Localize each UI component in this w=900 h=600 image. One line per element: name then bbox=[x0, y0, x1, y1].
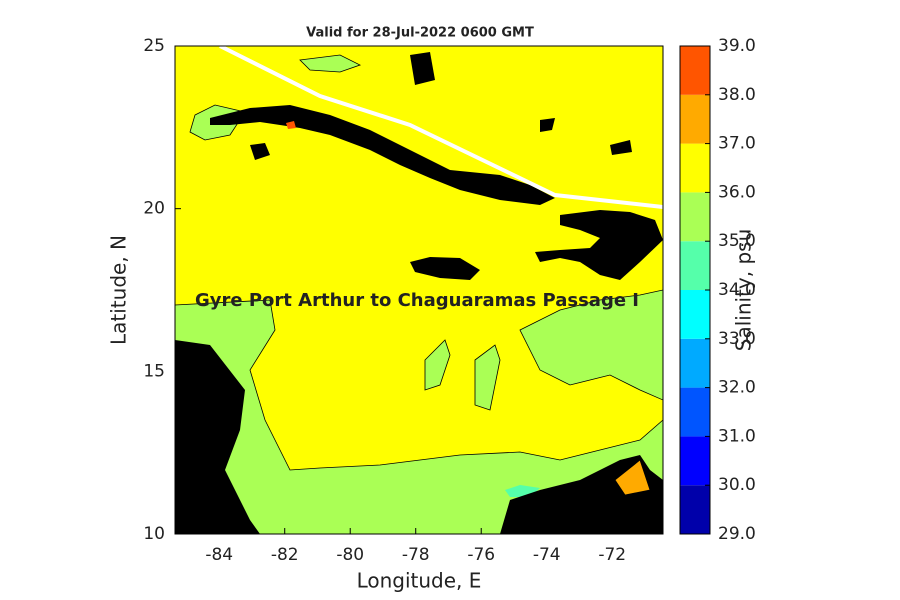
plot-frame bbox=[174, 45, 664, 535]
salinity-region bbox=[614, 459, 651, 496]
salinity-region bbox=[424, 339, 451, 391]
chart-title: Valid for 28-Jul-2022 0600 GMT bbox=[306, 26, 534, 41]
x-tick-label: -80 bbox=[336, 545, 364, 565]
salinity-region bbox=[519, 289, 663, 401]
salinity-region bbox=[175, 299, 663, 534]
land bbox=[210, 105, 555, 205]
land bbox=[175, 340, 260, 534]
x-axis-label: Longitude, E bbox=[357, 569, 482, 593]
colorbar-level bbox=[680, 241, 710, 290]
colorbar-level bbox=[680, 436, 710, 486]
x-tick-label: -78 bbox=[402, 545, 430, 565]
colorbar-tick-label: 36.0 bbox=[718, 182, 756, 202]
colorbar-tick-label: 38.0 bbox=[718, 85, 756, 105]
y-tick-label: 15 bbox=[143, 361, 165, 381]
y-axis-label: Latitude, N bbox=[107, 235, 131, 345]
land bbox=[610, 140, 632, 155]
salinity-region bbox=[286, 121, 296, 129]
colorbar-level bbox=[680, 485, 710, 534]
colorbar-tick-label: 29.0 bbox=[718, 524, 756, 544]
land bbox=[540, 118, 555, 132]
colorbar-tick-label: 31.0 bbox=[718, 426, 756, 446]
colorbar-tick-label: 30.0 bbox=[718, 475, 756, 495]
x-tick-label: -74 bbox=[533, 545, 561, 565]
colorbar-level bbox=[680, 94, 710, 144]
colorbar-tick-label: 35.0 bbox=[718, 231, 756, 251]
land bbox=[535, 210, 663, 280]
colorbar-tick-label: 39.0 bbox=[718, 36, 756, 56]
colorbar-label: Salinity, psu bbox=[732, 229, 756, 351]
colorbar-level bbox=[680, 338, 710, 388]
land bbox=[250, 143, 270, 160]
y-tick-label: 25 bbox=[143, 36, 165, 56]
colorbar-tick-label: 33.0 bbox=[718, 329, 756, 349]
colorbar-level bbox=[680, 387, 710, 437]
y-tick-label: 10 bbox=[143, 524, 165, 544]
colorbar-tick-label: 32.0 bbox=[718, 378, 756, 398]
x-tick-label: -72 bbox=[598, 545, 626, 565]
colorbar-level bbox=[680, 192, 710, 242]
y-tick-label: 20 bbox=[143, 199, 165, 219]
salinity-region bbox=[299, 54, 362, 73]
land bbox=[410, 52, 435, 85]
colorbar-level bbox=[680, 290, 710, 339]
colorbar-tick-label: 34.0 bbox=[718, 280, 756, 300]
annotation: Gyre Port Arthur to Chaguaramas Passage … bbox=[195, 290, 639, 311]
colorbar-level bbox=[680, 46, 710, 95]
x-tick-label: -76 bbox=[467, 545, 495, 565]
salinity-region bbox=[474, 344, 501, 411]
map bbox=[175, 46, 663, 534]
colorbar-tick-label: 37.0 bbox=[718, 134, 756, 154]
x-tick-label: -82 bbox=[271, 545, 299, 565]
x-tick-label: -84 bbox=[205, 545, 233, 565]
colorbar-level bbox=[680, 143, 710, 193]
land bbox=[410, 257, 480, 280]
route-line bbox=[219, 46, 663, 209]
